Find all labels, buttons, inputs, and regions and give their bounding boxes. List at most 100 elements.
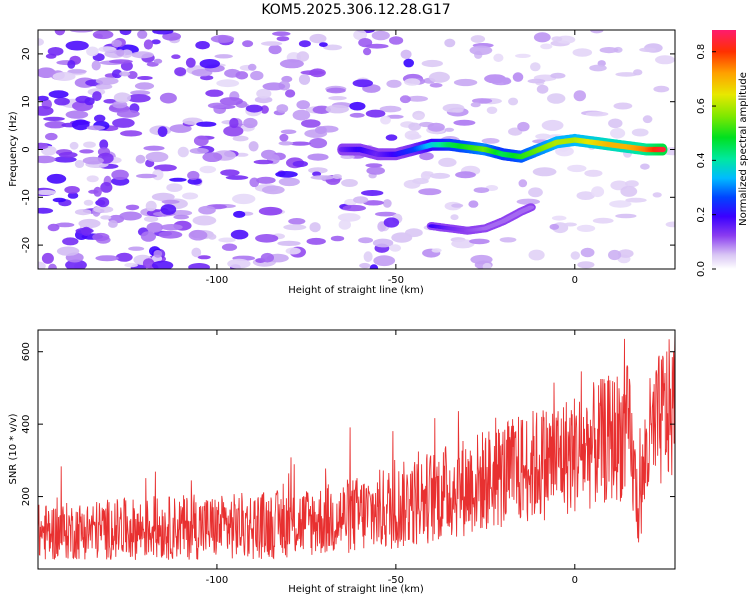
spectrogram-cell xyxy=(444,38,456,48)
spectrogram-cell xyxy=(254,96,273,104)
spectrogram-cell xyxy=(278,141,294,146)
spectrogram-cell xyxy=(309,68,326,78)
spectrogram-cell xyxy=(193,135,209,147)
spectrogram-cell xyxy=(94,33,103,39)
colorbar-tick-label: 0.2 xyxy=(696,207,707,223)
spectrogram-cell xyxy=(592,217,614,224)
spectrogram-cell xyxy=(330,235,345,242)
spectrogram-cell xyxy=(431,248,442,253)
spectrogram-cell xyxy=(65,40,89,51)
spectrogram-cell xyxy=(353,196,369,204)
spectrogram-cell xyxy=(338,219,351,230)
spectrogram-cell xyxy=(640,163,650,170)
spectrogram-cell xyxy=(508,97,519,106)
spectrogram-cell xyxy=(342,204,366,212)
spectrogram-cell xyxy=(230,229,249,240)
spectrogram-cell xyxy=(187,178,202,185)
spectrogram-cell xyxy=(283,224,307,231)
spectrogram-cell xyxy=(608,118,623,129)
spectrogram-cell xyxy=(62,237,79,246)
spectrogram-cell xyxy=(100,182,113,193)
spectrogram-cell xyxy=(99,139,109,150)
spectrogram-cell xyxy=(112,118,135,128)
spectrogram-cell xyxy=(81,226,92,236)
spectrogram-cell xyxy=(372,238,394,248)
spectrogram-cell xyxy=(88,189,99,194)
spectrogram-cell xyxy=(563,222,577,227)
spectrogram-cell xyxy=(44,121,67,129)
spectrogram-cell xyxy=(438,157,457,167)
spectrogram-cell xyxy=(41,252,54,264)
spectrogram-cell xyxy=(143,145,165,151)
spectrogram-cell xyxy=(288,218,306,225)
spectrogram-cell xyxy=(359,262,371,269)
spectrogram-cell xyxy=(56,246,80,256)
spectrogram-cell xyxy=(468,200,479,208)
spectrogram-cell xyxy=(48,263,57,269)
spectrogram-cell xyxy=(218,237,236,243)
spectrogram-cell xyxy=(528,187,543,198)
spectrogram-cell xyxy=(221,243,238,251)
spectrogram-cell xyxy=(473,187,490,194)
spectrogram-cell xyxy=(444,127,455,132)
spectrogram-cell xyxy=(111,169,129,180)
spectrogram-cell xyxy=(54,30,66,36)
spectrogram-cell xyxy=(83,199,94,206)
spectrogram-cell xyxy=(527,78,546,84)
colorbar-tick-label: 0.4 xyxy=(696,152,707,168)
spectrogram-cell xyxy=(642,115,653,124)
spectrogram-cell xyxy=(481,138,500,144)
spectrogram-cell xyxy=(580,247,595,258)
spectrogram-cell xyxy=(340,154,355,159)
spectrogram-cell xyxy=(199,59,220,69)
y-tick-label: 200 xyxy=(21,487,32,506)
spectrogram-cell xyxy=(512,72,524,82)
spectrogram-cell xyxy=(208,233,217,240)
spectrogram-cell xyxy=(550,72,566,79)
spectrogram-cell xyxy=(128,246,145,251)
spectrogram-cell xyxy=(499,237,517,243)
spectrogram-cell xyxy=(490,77,512,86)
spectrogram-cell xyxy=(408,122,421,131)
spectrogram-cell xyxy=(111,69,123,79)
spectrogram-cell xyxy=(361,190,384,196)
spectrogram-cell xyxy=(232,135,249,142)
chart-title: KOM5.2025.306.12.28.G17 xyxy=(261,2,450,18)
spectrogram-cell xyxy=(243,117,258,129)
spectrogram-cell xyxy=(120,130,143,137)
spectrogram-cell xyxy=(615,213,637,219)
spectrogram-cell xyxy=(540,43,553,50)
spectrogram-cell xyxy=(113,92,131,103)
spectrogram-cell xyxy=(453,119,476,126)
spectrogram-cell xyxy=(205,89,224,97)
spectrogram-cell xyxy=(71,119,90,131)
spectrogram-cell xyxy=(631,128,649,137)
spectrogram-cell xyxy=(262,82,286,91)
spectrogram-cell xyxy=(38,38,44,46)
spectrogram-cell xyxy=(83,141,96,148)
spectrogram-cell xyxy=(609,200,632,208)
spectrogram-cell xyxy=(309,33,327,44)
spectrogram-cell xyxy=(245,104,263,113)
spectrogram-cell xyxy=(349,101,366,111)
spectrogram-cell xyxy=(260,252,274,263)
spectrogram-cell xyxy=(67,69,87,74)
spectrogram-cell xyxy=(153,164,177,172)
spectrogram-cell xyxy=(207,102,227,109)
colorbar-ticks: 0.0 0.2 0.4 0.6 0.8 xyxy=(696,44,716,277)
snr-panel: -100 -50 0 200 400 600 Height of straight li… xyxy=(8,329,676,595)
spectrogram-cell xyxy=(135,154,146,164)
spectrogram-cell xyxy=(517,121,530,132)
spectrogram-cell xyxy=(152,30,174,35)
snr-x-ticks: -100 -50 0 xyxy=(206,330,578,586)
spectrogram-cell xyxy=(151,39,161,45)
spectrogram-cell xyxy=(159,92,177,104)
spectrogram-cell xyxy=(451,203,464,208)
spectrogram-cell xyxy=(171,54,181,59)
spectrogram-cell xyxy=(532,167,557,177)
colorbar-gradient xyxy=(712,30,736,269)
spectrogram-cell xyxy=(599,47,619,54)
spectrogram-cell xyxy=(255,234,279,243)
spectrogram-cell xyxy=(160,224,183,231)
